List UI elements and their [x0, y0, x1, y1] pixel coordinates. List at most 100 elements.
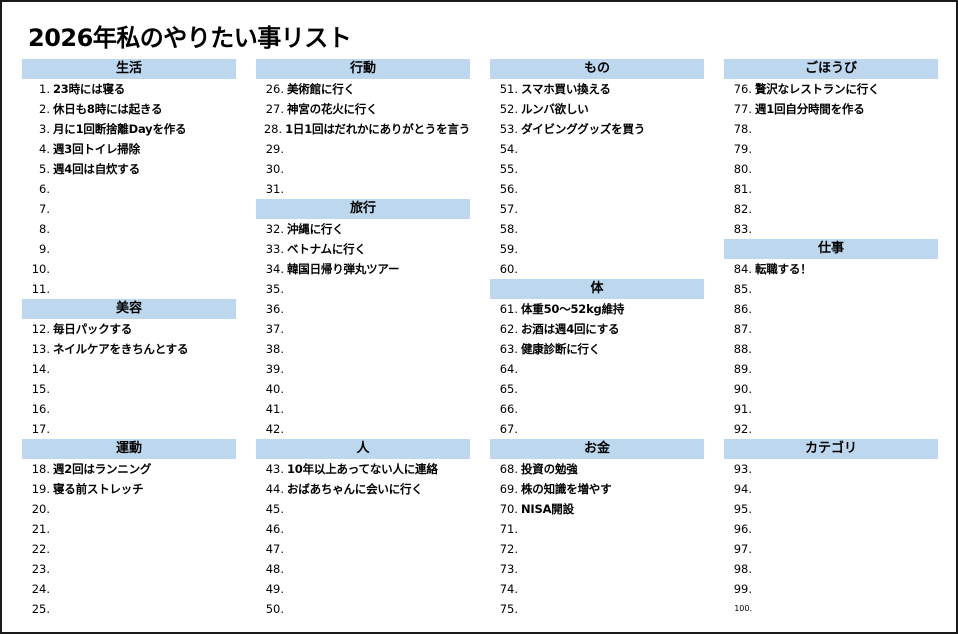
list-item: 76. 贅沢なレストランに行く	[724, 79, 938, 99]
item-text: 寝る前ストレッチ	[53, 482, 144, 496]
item-number: 76.	[733, 82, 752, 96]
list-item: 16.	[22, 399, 236, 419]
item-number: 42.	[265, 422, 284, 436]
list-item: 26. 美術館に行く	[256, 79, 470, 99]
item-number: 33.	[265, 242, 284, 256]
item-number: 81.	[733, 182, 752, 196]
list-item: 52. ルンバ欲しい	[490, 99, 704, 119]
item-text: 休日も8時には起きる	[53, 102, 163, 116]
item-number: 44.	[265, 482, 284, 496]
item-number: 1.	[39, 82, 50, 96]
item-text: ベトナムに行く	[287, 242, 366, 256]
item-number: 68.	[499, 462, 518, 476]
item-number: 89.	[733, 362, 752, 376]
list-item: 80.	[724, 159, 938, 179]
item-number: 73.	[499, 562, 518, 576]
list-item: 74.	[490, 579, 704, 599]
item-number: 84.	[733, 262, 752, 276]
list-item: 67.	[490, 419, 704, 439]
list-item: 21.	[22, 519, 236, 539]
item-number: 36.	[265, 302, 284, 316]
list-item: 79.	[724, 139, 938, 159]
list-item: 30.	[256, 159, 470, 179]
item-number: 39.	[265, 362, 284, 376]
list-item: 12. 毎日パックする	[22, 319, 236, 339]
category-header: 運動	[22, 439, 236, 459]
item-number: 23.	[31, 562, 50, 576]
list-item: 83.	[724, 219, 938, 239]
list-item: 70. NISA開設	[490, 499, 704, 519]
item-number: 46.	[265, 522, 284, 536]
item-number: 95.	[733, 502, 752, 516]
item-number: 48.	[265, 562, 284, 576]
item-number: 99.	[733, 582, 752, 596]
list-column: ごほうび 76. 贅沢なレストランに行く 77. 週1回自分時間を作る 78. 79. 80.…	[724, 59, 938, 619]
list-item: 56.	[490, 179, 704, 199]
list-item: 53. ダイビンググッズを買う	[490, 119, 704, 139]
list-item: 39.	[256, 359, 470, 379]
item-number: 62.	[499, 322, 518, 336]
list-item: 59.	[490, 239, 704, 259]
item-number: 93.	[733, 462, 752, 476]
list-item: 61. 体重50～52kg維持	[490, 299, 704, 319]
category-header: お金	[490, 439, 704, 459]
item-number: 87.	[733, 322, 752, 336]
item-number: 86.	[733, 302, 752, 316]
list-item: 23.	[22, 559, 236, 579]
category-header: 人	[256, 439, 470, 459]
item-number: 77.	[733, 102, 752, 116]
item-number: 16.	[31, 402, 50, 416]
item-number: 72.	[499, 542, 518, 556]
list-item: 78.	[724, 119, 938, 139]
category-header: 行動	[256, 59, 470, 79]
list-item: 40.	[256, 379, 470, 399]
item-number: 63.	[499, 342, 518, 356]
list-item: 34. 韓国日帰り弾丸ツアー	[256, 259, 470, 279]
item-number: 17.	[31, 422, 50, 436]
list-item: 97.	[724, 539, 938, 559]
list-item: 73.	[490, 559, 704, 579]
item-number: 90.	[733, 382, 752, 396]
item-text: お酒は週4回にする	[521, 322, 620, 336]
item-number: 43.	[265, 462, 284, 476]
item-number: 65.	[499, 382, 518, 396]
list-item: 72.	[490, 539, 704, 559]
item-number: 35.	[265, 282, 284, 296]
item-number: 82.	[733, 202, 752, 216]
list-item: 19. 寝る前ストレッチ	[22, 479, 236, 499]
list-item: 66.	[490, 399, 704, 419]
item-number: 2.	[39, 102, 50, 116]
item-number: 14.	[31, 362, 50, 376]
list-item: 22.	[22, 539, 236, 559]
list-item: 28. 1日1回はだれかにありがとうを言う	[256, 119, 470, 139]
item-number: 13.	[31, 342, 50, 356]
item-number: 69.	[499, 482, 518, 496]
item-number: 55.	[499, 162, 518, 176]
item-number: 18.	[31, 462, 50, 476]
item-number: 53.	[499, 122, 518, 136]
item-number: 79.	[733, 142, 752, 156]
item-number: 11.	[31, 282, 50, 296]
item-text: 1日1回はだれかにありがとうを言う	[285, 122, 470, 136]
list-item: 38.	[256, 339, 470, 359]
list-item: 85.	[724, 279, 938, 299]
item-text: NISA開設	[521, 502, 574, 516]
item-text: 贅沢なレストランに行く	[755, 82, 880, 96]
item-text: 10年以上あってない人に連絡	[287, 462, 438, 476]
item-number: 40.	[265, 382, 284, 396]
item-text: 週3回トイレ掃除	[53, 142, 140, 156]
category-header: 仕事	[724, 239, 938, 259]
item-number: 50.	[265, 602, 284, 616]
list-item: 77. 週1回自分時間を作る	[724, 99, 938, 119]
item-text: 転職する！	[755, 262, 812, 276]
item-number: 22.	[31, 542, 50, 556]
list-item: 93.	[724, 459, 938, 479]
item-number: 71.	[499, 522, 518, 536]
item-number: 8.	[39, 222, 50, 236]
list-item: 71.	[490, 519, 704, 539]
list-item: 7.	[22, 199, 236, 219]
list-item: 35.	[256, 279, 470, 299]
category-header: 美容	[22, 299, 236, 319]
list-item: 82.	[724, 199, 938, 219]
item-number: 9.	[39, 242, 50, 256]
